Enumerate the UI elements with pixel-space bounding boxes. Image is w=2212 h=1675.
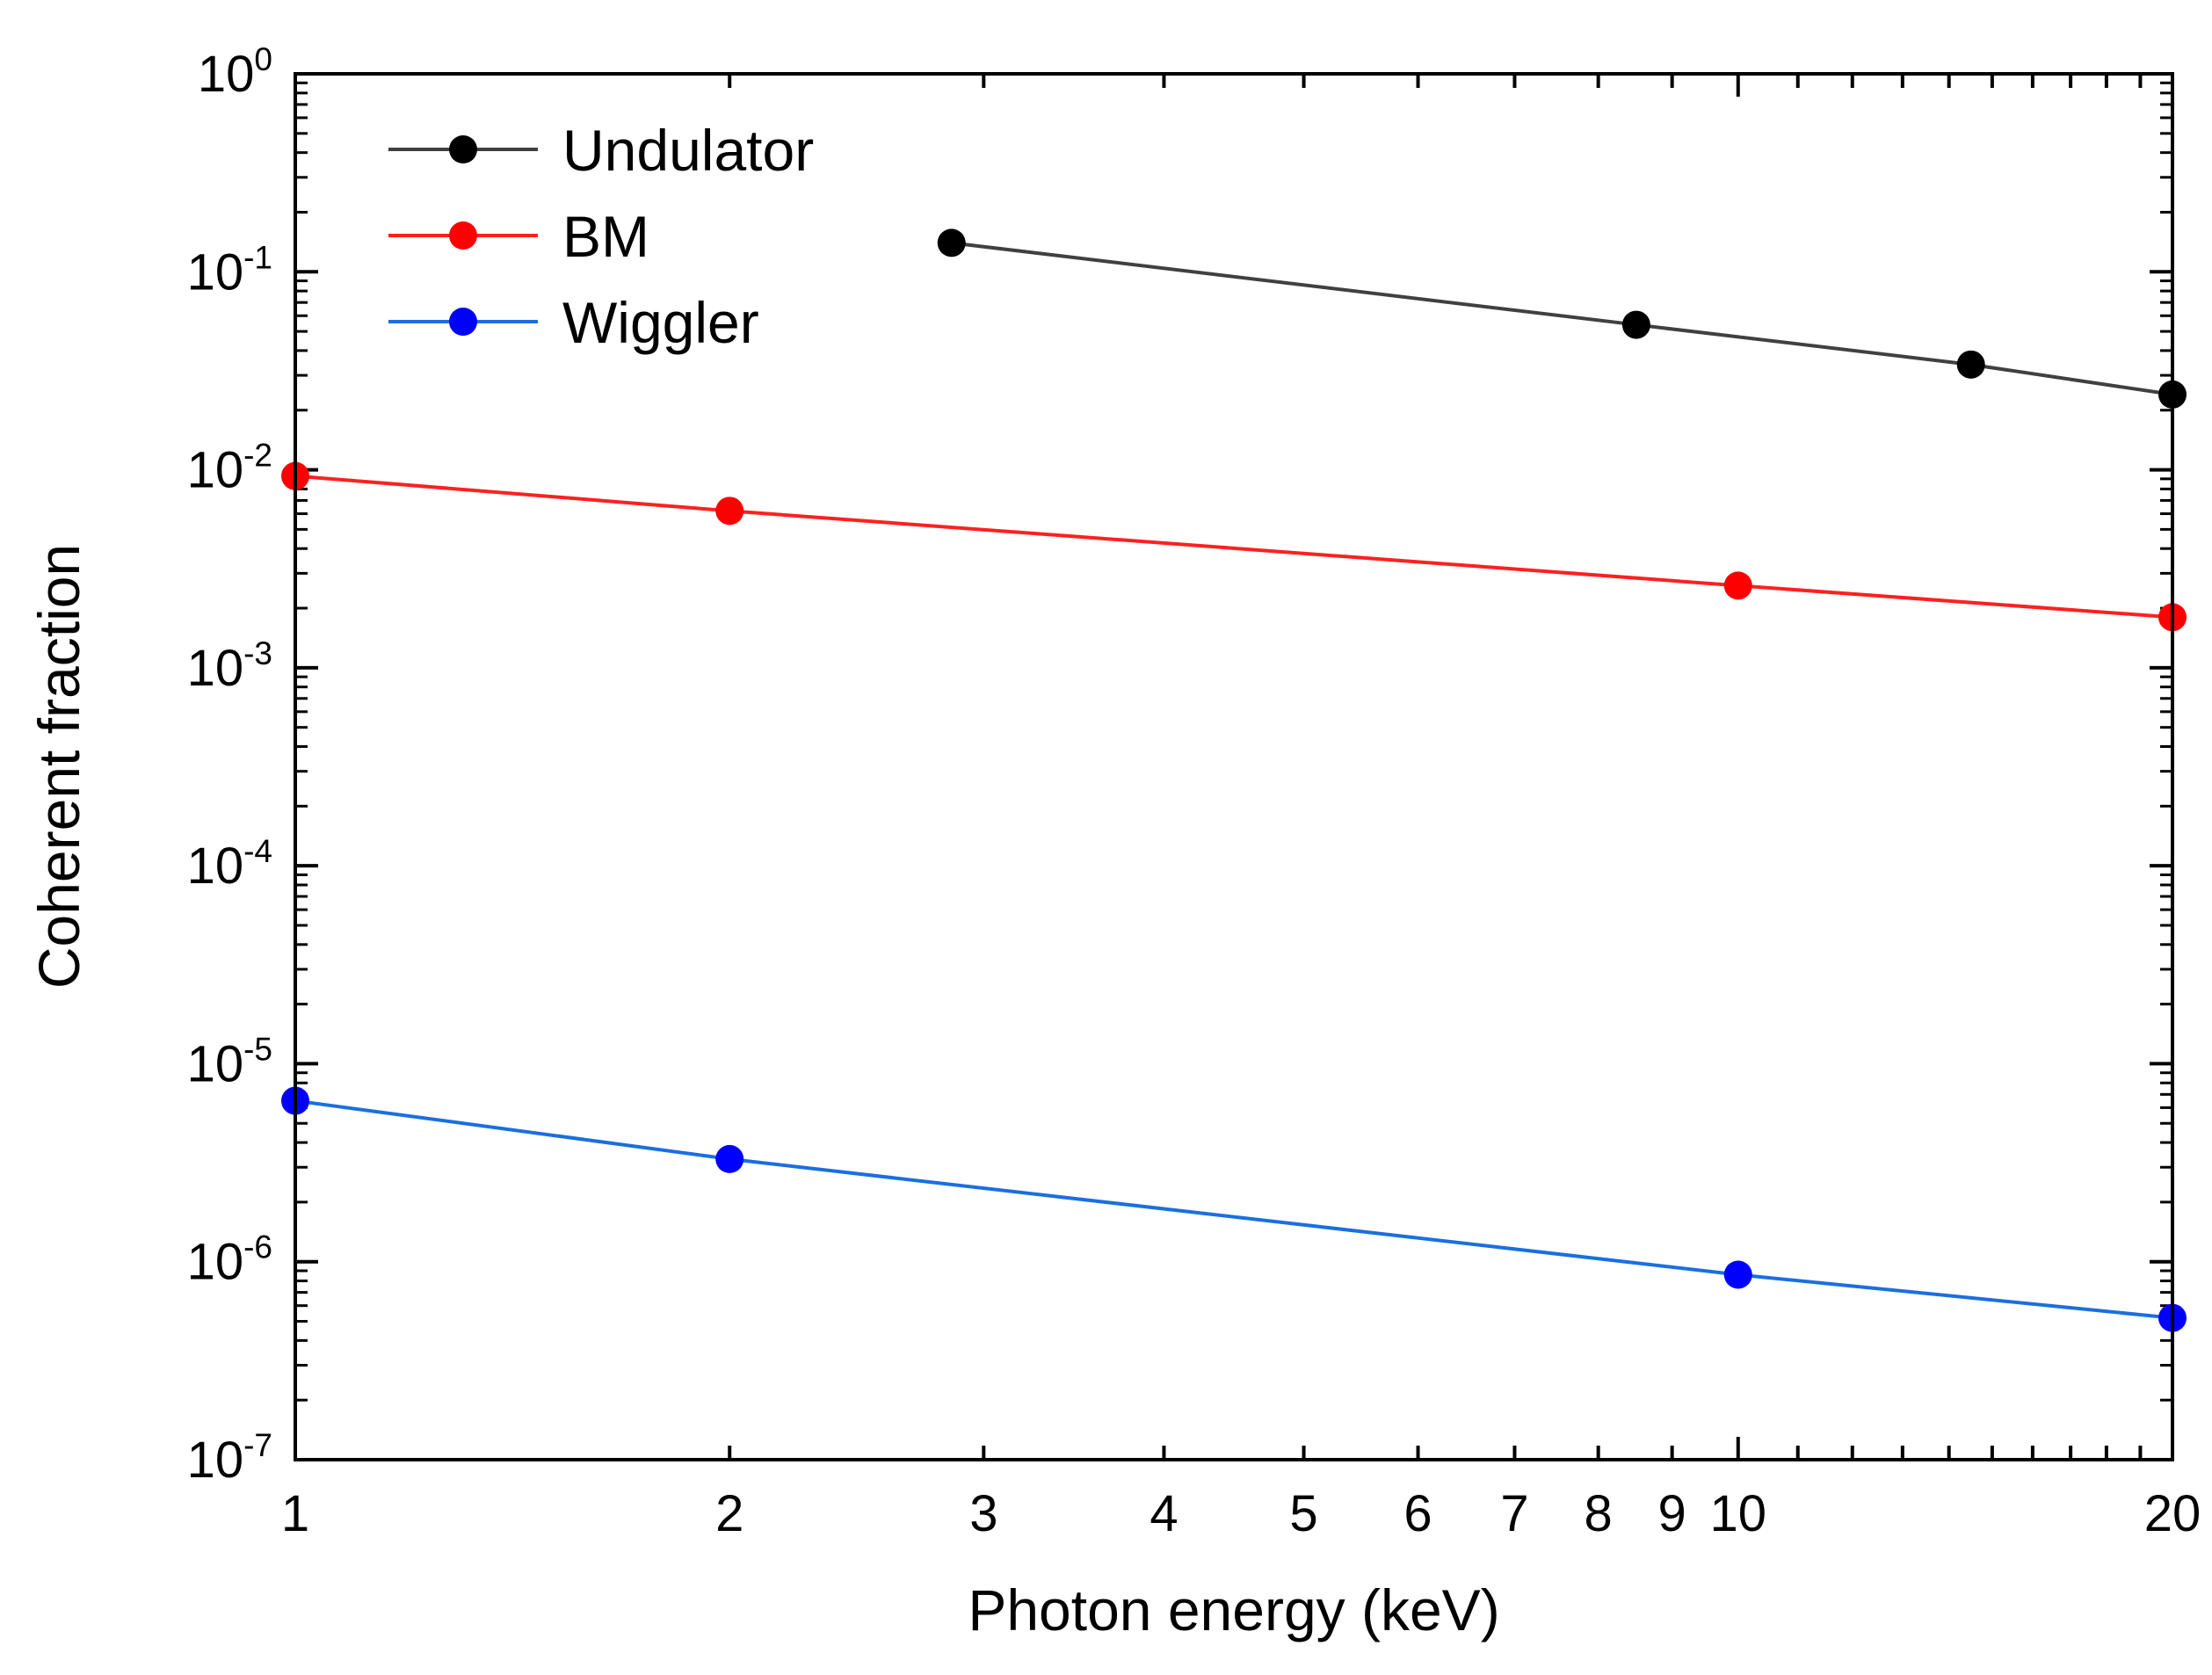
x-tick-label: 7 <box>1500 1485 1528 1542</box>
data-point-wiggler <box>1723 1260 1752 1289</box>
data-point-wiggler <box>715 1144 744 1173</box>
y-tick-label: 10-5 <box>187 1031 272 1092</box>
y-axis-title: Coherent fraction <box>26 544 91 989</box>
legend-label-wiggler: Wiggler <box>562 290 759 355</box>
y-tick-label: 100 <box>198 41 272 103</box>
x-axis-title: Photon energy (keV) <box>968 1577 1499 1642</box>
data-point-undulator <box>1956 350 1985 379</box>
series-line-bm <box>294 474 2173 620</box>
x-tick-label: 5 <box>1289 1485 1317 1542</box>
data-point-bm <box>1723 571 1752 600</box>
x-tick-label: 20 <box>2144 1485 2201 1542</box>
x-tick-label: 10 <box>1710 1485 1767 1542</box>
x-tick-label: 4 <box>1150 1485 1178 1542</box>
legend-marker-wiggler <box>449 308 477 336</box>
axis-tick-labels: 1 2 3 4 5 6 7 8 9 10 20 10-7 10-6 10-5 10-4 10-3 10-2 10-… <box>187 41 2201 1542</box>
data-point-undulator <box>937 228 966 257</box>
x-tick-label: 9 <box>1658 1485 1686 1542</box>
x-tick-label: 6 <box>1403 1485 1432 1542</box>
x-tick-label: 2 <box>715 1485 743 1542</box>
axis-ticks <box>294 72 2174 1461</box>
x-tick-label: 8 <box>1585 1485 1613 1542</box>
x-tick-label: 1 <box>281 1485 309 1542</box>
y-tick-label: 10-1 <box>187 239 272 301</box>
legend-label-undulator: Undulator <box>562 118 814 183</box>
legend-label-bm: BM <box>562 204 649 269</box>
series-line-undulator <box>951 241 2173 396</box>
series-line-wiggler <box>294 1099 2173 1320</box>
y-tick-label: 10-4 <box>187 833 272 895</box>
series-layer <box>281 228 2187 1332</box>
plot-frame <box>294 72 2174 1461</box>
y-tick-label: 10-2 <box>187 438 272 499</box>
legend: Undulator BM Wiggler <box>388 118 814 355</box>
y-tick-label: 10-7 <box>187 1427 272 1489</box>
data-point-bm <box>715 497 744 526</box>
y-tick-label: 10-6 <box>187 1229 272 1291</box>
legend-marker-undulator <box>449 135 477 163</box>
y-tick-label: 10-3 <box>187 635 272 697</box>
legend-marker-bm <box>449 221 477 250</box>
data-point-undulator <box>1621 310 1650 339</box>
x-tick-label: 3 <box>969 1485 997 1542</box>
